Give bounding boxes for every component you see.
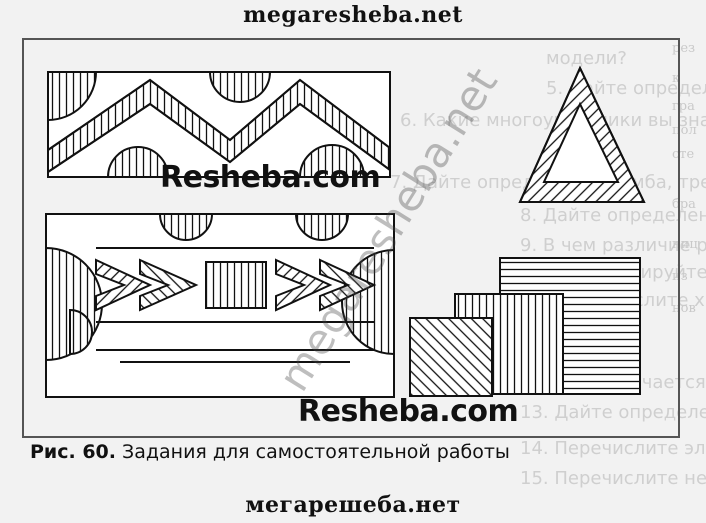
margin-text-6: бра <box>672 197 696 212</box>
squares-figure <box>409 257 641 397</box>
caption-text: Задания для самостоятельной работы <box>122 441 510 463</box>
caption-label: Рис. 60. <box>30 441 116 463</box>
zigzag-panel <box>47 71 391 178</box>
margin-text-5: сте <box>672 147 695 162</box>
bg-line: модели? <box>546 48 627 69</box>
bg-line: 6. Какие многоугольники вы знаете? <box>400 110 706 131</box>
margin-text-2: к <box>672 71 681 86</box>
watermark-top: megaresheba.net <box>243 2 463 28</box>
margin-text-3: гра <box>672 99 695 114</box>
margin-text-1: рез <box>672 41 696 56</box>
margin-text-9: нов <box>672 301 696 316</box>
watermark-bottom: мегарешеба.нет <box>245 492 461 518</box>
chevron-panel <box>45 213 395 398</box>
triangle-figure <box>518 65 646 203</box>
bg-line: 13. Дайте определение призмы, пирамиды. <box>520 402 706 423</box>
bg-line: 8. Дайте определение кольца, сегмента, с… <box>520 205 706 226</box>
resheba-watermark-1: Resheba.com <box>160 160 381 195</box>
resheba-watermark-2: Resheba.com <box>298 394 519 429</box>
figure-frame <box>22 38 680 438</box>
bg-line: 14. Перечислите элементы призмы, пирамид… <box>520 438 706 459</box>
bg-line: 9. В чем различие радиуса и диаметра? <box>520 235 706 256</box>
bg-line: 15. Перечислите несущественные признаки <box>520 468 706 489</box>
figure-caption: Рис. 60. Задания для самостоятельной раб… <box>30 441 510 463</box>
